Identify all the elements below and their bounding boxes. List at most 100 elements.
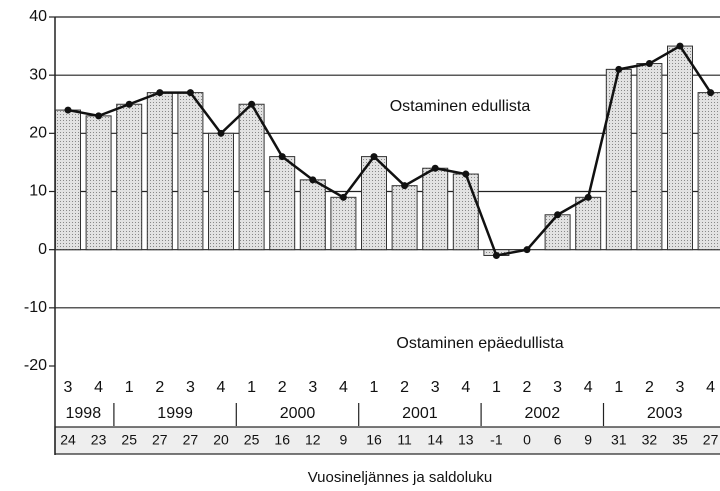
x-tick-label: 4 [217,379,226,396]
value-label: 9 [584,432,592,448]
x-tick-label: 2 [523,379,532,396]
value-label: -1 [490,432,503,448]
bar [636,63,663,251]
y-tick-label: 10 [29,183,47,200]
bar [544,214,571,251]
bar [575,196,602,251]
y-tick-label: -10 [24,299,47,316]
x-tick-label: 1 [247,379,256,396]
bar [330,196,357,251]
value-label: 0 [523,432,531,448]
bar [697,92,720,251]
bar [146,92,173,251]
line-marker [64,106,72,114]
x-axis-label: Vuosineljännes ja saldoluku [308,469,493,486]
value-label: 35 [672,432,688,448]
y-tick-label: -20 [24,357,47,374]
value-label: 16 [274,432,290,448]
line [67,44,712,257]
value-label: 9 [340,432,348,448]
line-marker [707,89,715,97]
bar [116,103,143,251]
value-label: 23 [91,432,107,448]
x-tick-label: 3 [64,379,73,396]
annotation: Ostaminen edullista [390,98,531,115]
x-tick-label: 2 [645,379,654,396]
value-label: 24 [60,432,76,448]
line-marker [584,193,592,201]
line-marker [248,100,256,108]
x-tick-label: 4 [706,379,715,396]
bar [208,132,234,251]
value-label: 25 [244,432,260,448]
x-tick-label: 2 [155,379,164,396]
bar [422,167,449,251]
year-label: 1999 [157,405,193,422]
bar [361,156,387,251]
value-label: 27 [152,432,168,448]
line-marker [217,129,225,137]
x-tick-label: 3 [186,379,195,396]
x-tick-label: 1 [492,379,501,396]
x-tick-label: 1 [125,379,134,396]
line-marker [339,193,347,201]
bar [299,179,326,251]
x-tick-label: 1 [370,379,379,396]
value-label: 27 [183,432,199,448]
y-tick-label: 20 [29,125,47,142]
value-label: 11 [397,432,412,448]
value-label: 13 [458,432,474,448]
year-label: 1998 [66,405,102,422]
year-label: 2000 [280,405,316,422]
x-tick-label: 3 [676,379,685,396]
bar [269,156,296,251]
line-marker [278,153,286,161]
line-marker [554,211,562,219]
line-marker [156,89,164,97]
value-label: 16 [366,432,382,448]
line-marker [462,170,470,178]
x-tick-label: 4 [584,379,593,396]
value-label: 25 [121,432,137,448]
x-tick-label: 1 [614,379,623,396]
x-tick-label: 3 [431,379,440,396]
x-tick-label: 3 [308,379,317,396]
line-marker [95,112,103,120]
line-marker [401,182,409,190]
y-tick-label: 40 [29,8,47,25]
line-marker [125,100,133,108]
value-label: 6 [554,432,562,448]
x-tick-label: 4 [339,379,348,396]
bar [177,92,204,251]
bar [391,185,418,251]
x-tick-label: 4 [461,379,470,396]
line-marker [186,89,194,97]
line-marker [492,251,500,259]
year-label: 2001 [402,405,438,422]
value-label: 12 [305,432,321,448]
bar [667,45,693,251]
line-marker [645,60,653,68]
bar [238,103,265,251]
x-tick-label: 3 [553,379,562,396]
y-tick-label: 0 [38,241,47,258]
x-tick-label: 4 [94,379,103,396]
line-marker [615,65,623,73]
value-label: 20 [213,432,229,448]
line-marker [309,176,317,184]
value-label: 32 [642,432,658,448]
line-marker [676,42,684,50]
bar [55,109,81,251]
x-tick-label: 2 [278,379,287,396]
x-tick-label: 2 [400,379,409,396]
bar [452,173,479,251]
annotation: Ostaminen epäedullista [396,335,563,352]
line-marker [431,164,439,172]
bar [85,115,112,251]
y-tick-label: 30 [29,66,47,83]
line-marker [523,246,531,254]
year-label: 2002 [525,405,561,422]
bar [605,68,632,251]
value-label: 14 [427,432,443,448]
